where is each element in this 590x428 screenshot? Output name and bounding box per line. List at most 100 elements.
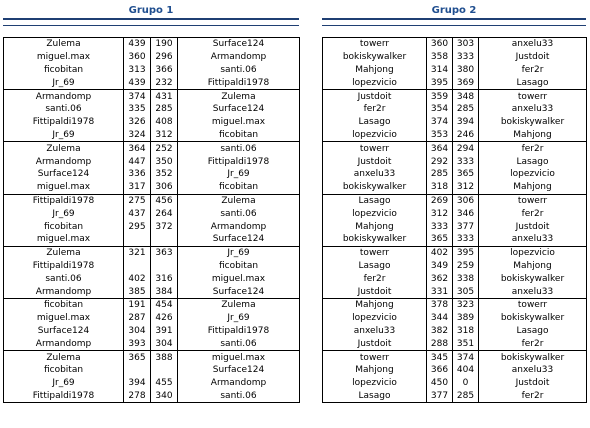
home-score: 385 [123, 285, 151, 299]
away-player: ficobitan [177, 259, 300, 273]
match-row: lopezvicio 344 389 bokiskywalker [322, 311, 587, 325]
away-player: santi.06 [177, 207, 300, 221]
home-score: 292 [426, 155, 453, 168]
home-score: 378 [426, 297, 453, 312]
home-player: Armandomp [3, 337, 124, 352]
away-score: 338 [452, 272, 479, 286]
group-2-panel: Grupo 2 towerr 360 303 anxelu33 bokiskywalke… [322, 4, 587, 404]
home-score: 324 [123, 128, 151, 143]
away-player: lopezvicio [478, 167, 587, 181]
away-player: anxelu33 [478, 363, 587, 377]
home-player: Surface124 [3, 324, 124, 338]
away-score: 340 [150, 389, 178, 404]
match-row: Armandomp 447 350 Fittipaldi1978 [3, 155, 300, 168]
home-player: towerr [322, 350, 427, 364]
away-score [150, 363, 178, 377]
match-row: miguel.max Surface124 [3, 232, 300, 247]
match-row: fer2r 354 285 anxelu33 [322, 102, 587, 116]
away-score: 259 [452, 259, 479, 273]
away-score: 455 [150, 376, 178, 390]
home-score: 439 [123, 36, 151, 51]
match-row: fer2r 362 338 bokiskywalker [322, 272, 587, 286]
match-row: Fittipaldi1978 275 456 Zulema [3, 193, 300, 208]
match-row: Lasago 377 285 fer2r [322, 389, 587, 404]
away-score: 252 [150, 141, 178, 156]
away-player: Surface124 [177, 102, 300, 116]
home-score: 345 [426, 350, 453, 364]
match-row: towerr 360 303 anxelu33 [322, 36, 587, 51]
match-row: anxelu33 285 365 lopezvicio [322, 167, 587, 181]
away-player: ficobitan [177, 180, 300, 195]
home-score: 366 [426, 363, 453, 377]
home-player: Jr_69 [3, 376, 124, 390]
home-player: Surface124 [3, 167, 124, 181]
match-row: Justdoit 331 305 anxelu33 [322, 285, 587, 299]
away-player: lopezvicio [478, 245, 587, 260]
away-score: 312 [452, 180, 479, 195]
match-row: santi.06 402 316 miguel.max [3, 272, 300, 286]
home-score: 269 [426, 193, 453, 208]
away-score: 306 [150, 180, 178, 195]
away-score: 333 [452, 50, 479, 64]
home-score: 359 [426, 89, 453, 103]
away-player: miguel.max [177, 350, 300, 364]
match-row: Armandomp 385 384 Surface124 [3, 285, 300, 299]
match-row: miguel.max 317 306 ficobitan [3, 180, 300, 195]
match-row: Zulema 365 388 miguel.max [3, 350, 300, 364]
away-score: 351 [452, 337, 479, 352]
away-score: 346 [452, 207, 479, 221]
home-player: Zulema [3, 36, 124, 51]
home-score: 362 [426, 272, 453, 286]
home-score: 313 [123, 63, 151, 77]
away-score: 350 [150, 155, 178, 168]
home-score: 336 [123, 167, 151, 181]
home-score: 364 [426, 141, 453, 156]
home-player: Zulema [3, 245, 124, 260]
away-player: Lasago [478, 155, 587, 168]
away-player: Justdoit [478, 376, 587, 390]
away-player: bokiskywalker [478, 350, 587, 364]
match-row: Mahjong 314 380 fer2r [322, 63, 587, 77]
match-row: Zulema 439 190 Surface124 [3, 36, 300, 51]
away-player: towerr [478, 297, 587, 312]
match-row: Lasago 269 306 towerr [322, 193, 587, 208]
away-player: Jr_69 [177, 167, 300, 181]
home-player: bokiskywalker [322, 50, 427, 64]
home-player: Fittipaldi1978 [3, 259, 124, 273]
home-score: 402 [123, 272, 151, 286]
away-player: Mahjong [478, 259, 587, 273]
away-player: Jr_69 [177, 311, 300, 325]
home-player: fer2r [322, 272, 427, 286]
home-score: 358 [426, 50, 453, 64]
match-row: miguel.max 360 296 Armandomp [3, 50, 300, 64]
home-player: Justdoit [322, 89, 427, 103]
match-row: towerr 364 294 fer2r [322, 141, 587, 156]
home-score: 344 [426, 311, 453, 325]
home-player: ficobitan [3, 297, 124, 312]
away-score: 246 [452, 128, 479, 143]
home-score: 364 [123, 141, 151, 156]
away-player: fer2r [478, 389, 587, 404]
home-player: anxelu33 [322, 324, 427, 338]
home-player: towerr [322, 141, 427, 156]
match-row: Lasago 374 394 bokiskywalker [322, 115, 587, 129]
group-2-title-rule [322, 18, 586, 26]
home-score [123, 363, 151, 377]
home-player: miguel.max [3, 180, 124, 195]
match-row: Justdoit 359 348 towerr [322, 89, 587, 103]
away-player: santi.06 [177, 389, 300, 404]
home-score: 360 [123, 50, 151, 64]
match-row: Surface124 336 352 Jr_69 [3, 167, 300, 181]
away-score: 380 [452, 63, 479, 77]
home-score: 377 [426, 389, 453, 404]
home-player: Lasago [322, 389, 427, 404]
home-score [123, 259, 151, 273]
match-row: Justdoit 292 333 Lasago [322, 155, 587, 168]
away-player: Mahjong [478, 180, 587, 195]
home-score: 402 [426, 245, 453, 260]
home-player: Lasago [322, 193, 427, 208]
match-row: Lasago 349 259 Mahjong [322, 259, 587, 273]
group-2-results-table: towerr 360 303 anxelu33 bokiskywalker 358 333 J… [322, 36, 587, 404]
away-score: 377 [452, 220, 479, 233]
home-player: lopezvicio [322, 207, 427, 221]
